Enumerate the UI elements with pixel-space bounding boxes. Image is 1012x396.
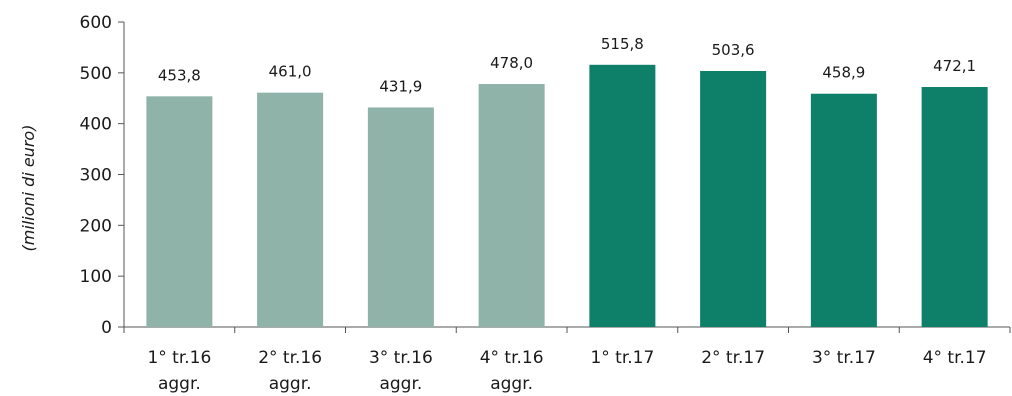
y-tick-label: 500	[80, 64, 112, 84]
y-tick-label: 200	[80, 216, 112, 236]
x-tick-label-line2: aggr.	[158, 374, 201, 394]
data-label: 461,0	[269, 63, 312, 81]
x-tick-label: 2° tr.17	[701, 348, 765, 368]
x-tick-label: 4° tr.16	[480, 348, 544, 368]
bar	[257, 92, 324, 328]
x-tick-label-line2: aggr.	[379, 374, 422, 394]
x-tick-label: 1° tr.16	[147, 348, 211, 368]
bar	[700, 71, 767, 328]
x-tick-label: 3° tr.16	[369, 348, 433, 368]
x-tick-label-line2: aggr.	[269, 374, 312, 394]
data-label: 515,8	[601, 35, 644, 53]
data-label: 503,6	[712, 41, 755, 59]
data-label: 472,1	[933, 57, 976, 75]
y-tick-label: 600	[80, 13, 112, 33]
x-tick-label: 1° tr.17	[590, 348, 654, 368]
bar	[146, 96, 213, 328]
y-tick-label: 300	[80, 166, 112, 186]
x-tick-label: 3° tr.17	[812, 348, 876, 368]
data-label: 453,8	[158, 66, 201, 84]
axes: 0 100 200 300 400 500 600	[80, 13, 1011, 338]
x-tick-label-line2: aggr.	[490, 374, 533, 394]
bar	[589, 64, 656, 327]
y-tick-label: 400	[80, 115, 112, 135]
y-tick-label: 100	[80, 267, 112, 287]
bars	[146, 64, 988, 328]
y-axis-title: (milioni di euro)	[19, 125, 38, 252]
data-label: 431,9	[379, 77, 422, 95]
data-label: 478,0	[490, 54, 533, 72]
labels: 453,8 1° tr.16 aggr. 461,0 2° tr.16 aggr. 431,…	[147, 35, 986, 394]
bar	[367, 107, 434, 327]
bar	[478, 84, 545, 328]
data-label: 458,9	[822, 64, 865, 82]
x-tick-label: 2° tr.16	[258, 348, 322, 368]
bar	[810, 93, 877, 327]
x-tick-label: 4° tr.17	[923, 348, 987, 368]
y-tick-label: 0	[101, 318, 112, 338]
bar	[921, 87, 988, 327]
